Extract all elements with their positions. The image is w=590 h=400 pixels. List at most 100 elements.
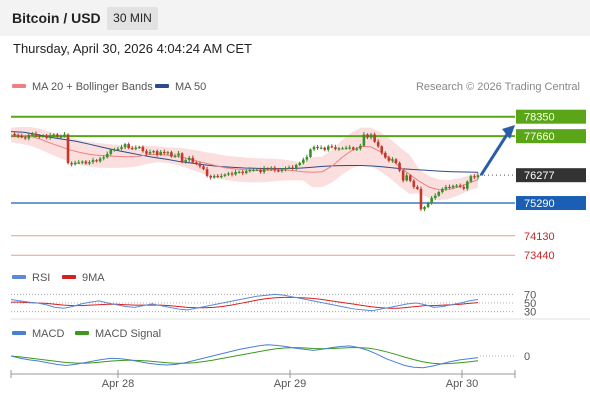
candle-body: [423, 206, 426, 210]
candle-body: [48, 135, 52, 138]
candle-body: [241, 171, 245, 174]
level-label-78350: 78350: [524, 112, 555, 124]
candle-body: [116, 148, 120, 151]
candle-body: [448, 186, 451, 189]
candle-body: [162, 151, 166, 154]
candle-body: [20, 136, 23, 138]
candle-body: [56, 134, 59, 137]
price-pane: 78350 77660 76277 75290 74130 73440: [10, 109, 586, 262]
rsi-ma-legend-label: 9MA: [82, 272, 105, 284]
candle-body: [73, 162, 77, 165]
candle-body: [187, 157, 191, 161]
rsi-tick-70: 70: [524, 289, 536, 301]
candle-body: [130, 148, 134, 150]
level-label-bg-78350: [516, 109, 586, 124]
candle-body: [195, 162, 198, 164]
candle-body: [433, 195, 437, 198]
target-arrow-shaft: [479, 132, 510, 176]
rsi-legend-swatch: [12, 275, 26, 279]
candle-body: [269, 167, 273, 170]
candle-body: [466, 181, 469, 189]
candle-body: [145, 151, 148, 154]
candle-body: [319, 147, 323, 149]
candle-body: [284, 168, 287, 170]
candle-body: [366, 134, 369, 138]
candle-body: [237, 171, 241, 173]
candle-body: [309, 149, 312, 158]
candle-body: [298, 162, 302, 165]
ma20-legend-label: MA 20 + Bollinger Bands: [32, 81, 153, 93]
candle-body: [16, 135, 20, 137]
candle-body: [266, 168, 269, 170]
macd-line: [10, 344, 479, 369]
candle-body: [469, 176, 473, 182]
candle-body: [166, 152, 170, 154]
candle-body: [155, 151, 159, 155]
candle-body: [13, 133, 16, 136]
candle-body: [198, 163, 202, 167]
rsi-legend: RSI 9MA: [12, 272, 105, 284]
candle-body: [248, 169, 252, 172]
macd-signal-line: [10, 347, 479, 365]
candle-body: [426, 203, 430, 207]
candle-body: [391, 159, 394, 161]
candle-body: [102, 157, 105, 159]
rsi-tick-30: 30: [524, 307, 536, 319]
macd-legend-swatch: [12, 331, 26, 335]
rsi-tick-50: 50: [524, 298, 536, 310]
candle-body: [34, 133, 38, 136]
candle-body: [373, 134, 376, 142]
candle-body: [369, 134, 373, 138]
bollinger-band: [11, 126, 478, 201]
target-arrow-head: [502, 124, 515, 139]
candle-body: [294, 164, 298, 169]
candle-body: [220, 175, 223, 178]
candle-body: [216, 175, 220, 178]
candle-body: [376, 141, 380, 147]
level-label-77660: 77660: [524, 131, 555, 143]
candle-body: [441, 188, 444, 193]
candle-body: [113, 149, 116, 151]
candle-body: [323, 147, 327, 150]
level-label-bg-76277: [516, 168, 586, 183]
macd-tick-0: 0: [524, 351, 530, 363]
candle-body: [45, 135, 48, 138]
timeframe-button[interactable]: 30 MIN: [107, 7, 158, 30]
x-tick-label: Apr 29: [274, 378, 306, 390]
candle-body: [437, 192, 441, 196]
candle-body: [27, 135, 31, 139]
candle-body: [473, 176, 476, 178]
candle-body: [444, 186, 448, 189]
rsi-ma-legend-swatch: [62, 275, 76, 279]
candle-body: [205, 169, 209, 176]
candle-body: [63, 134, 66, 137]
copyright-label: Research © 2026 Trading Central: [416, 81, 580, 93]
candle-body: [109, 149, 113, 154]
candle-body: [362, 134, 366, 146]
candle-body: [259, 169, 262, 172]
ma50-legend-swatch: [155, 84, 169, 88]
macd-legend: MACD MACD Signal: [12, 328, 161, 340]
candle-body: [287, 167, 291, 169]
candle-body: [355, 148, 359, 150]
macd-signal-legend-label: MACD Signal: [95, 328, 161, 340]
candle-body: [88, 162, 91, 164]
candle-body: [184, 160, 187, 163]
candle-body: [476, 175, 480, 178]
candle-body: [77, 162, 81, 164]
macd-pane: 0: [10, 344, 530, 369]
candle-body: [95, 160, 98, 162]
candle-body: [458, 185, 462, 187]
candle-body: [98, 158, 102, 162]
level-label-75290: 75290: [524, 198, 555, 210]
level-label-73440: 73440: [524, 250, 555, 262]
candle-body: [412, 180, 416, 187]
candle-body: [173, 155, 177, 157]
candle-body: [291, 167, 294, 169]
candle-body: [180, 153, 184, 163]
candle-body: [252, 169, 255, 171]
candle-body: [138, 146, 141, 149]
candle-body: [451, 185, 455, 188]
level-label-bg-77660: [516, 129, 586, 144]
